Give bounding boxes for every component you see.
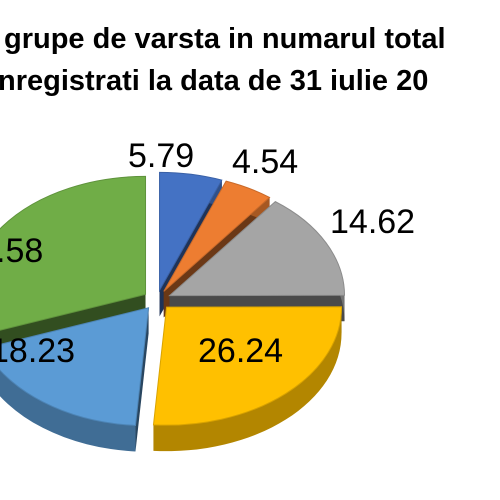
pie-slice-top xyxy=(168,201,346,297)
slice-label-4: 26.24 xyxy=(198,332,283,370)
pie-slice-top xyxy=(159,171,223,293)
pie-slice-5 xyxy=(0,307,150,452)
chart-title-line-1: grupe de varsta in numarul total xyxy=(4,23,446,55)
pie-slice-top xyxy=(163,180,271,292)
pie-slice-4 xyxy=(152,306,343,452)
pie-slices xyxy=(0,171,346,452)
pie-slice-rim xyxy=(0,370,136,452)
pie-slice-top xyxy=(0,307,150,427)
chart-title-line-2: nregistrati la data de 31 iulie 20 xyxy=(0,65,428,97)
pie-slice-top xyxy=(152,306,343,426)
slice-label-5: 18.23 xyxy=(0,332,75,370)
slice-label-1: 5.79 xyxy=(128,137,194,175)
slice-label-2: 4.54 xyxy=(232,143,298,181)
pie-slice-top xyxy=(0,175,147,331)
pie-slice-rim xyxy=(153,306,342,452)
slice-label-6: .58 xyxy=(0,232,43,270)
pie-slice-side xyxy=(135,307,149,452)
slice-label-3: 14.62 xyxy=(330,203,415,241)
